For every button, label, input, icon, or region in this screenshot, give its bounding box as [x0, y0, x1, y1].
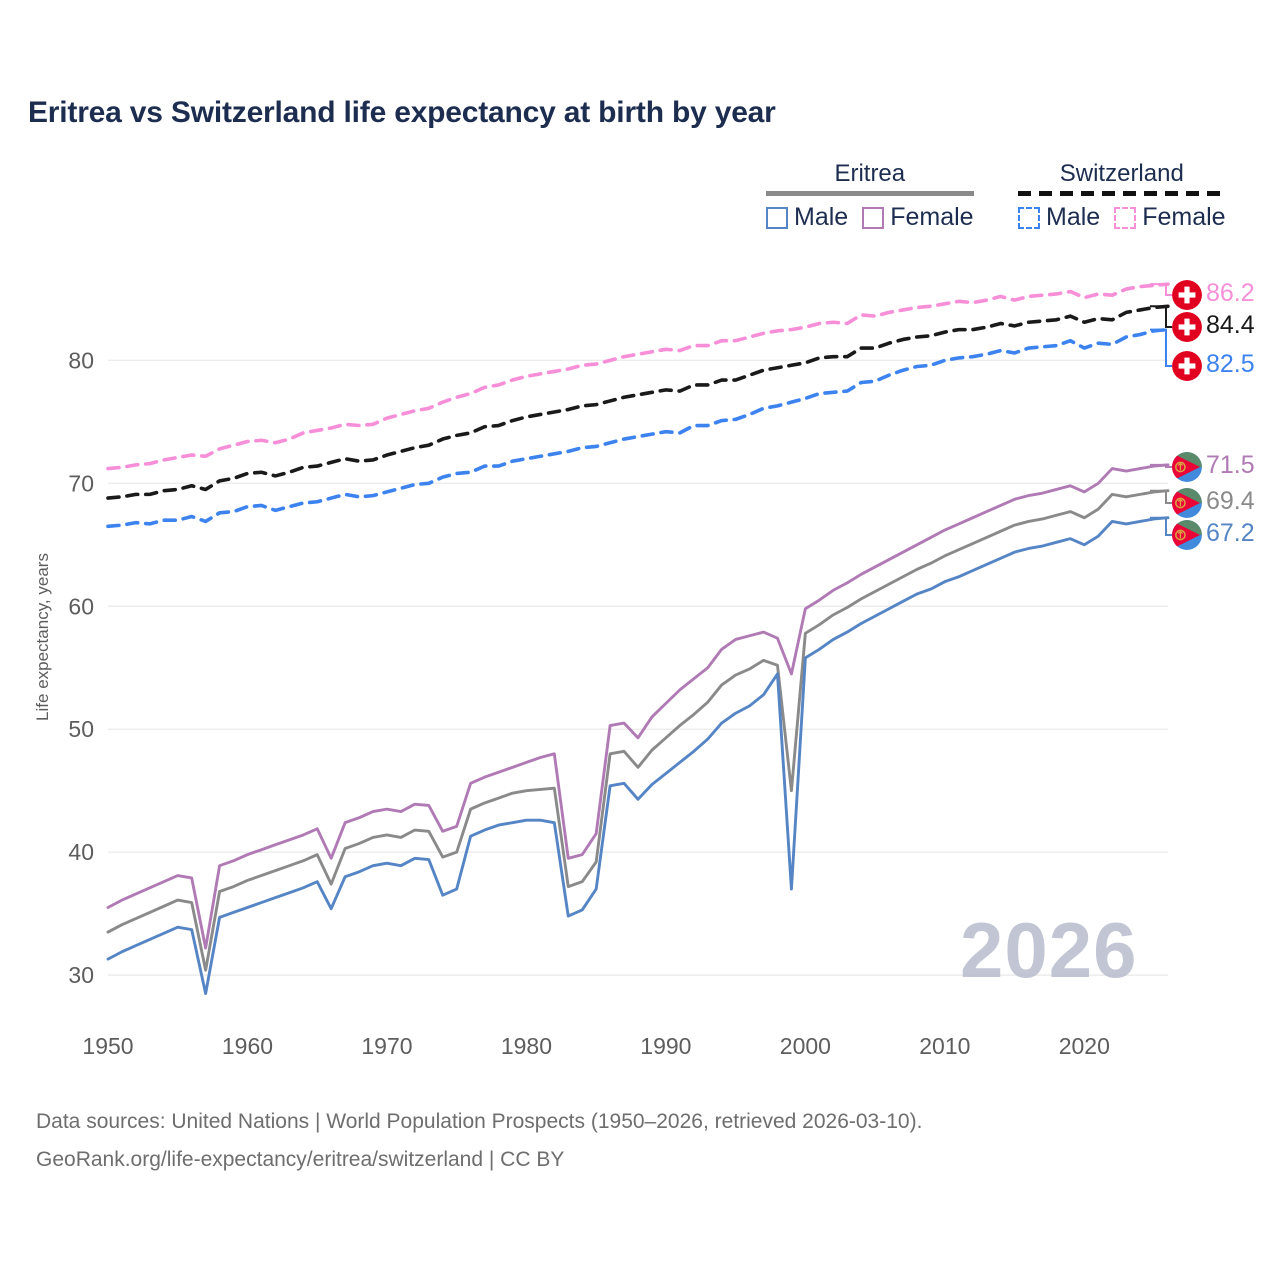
chart-legend: Eritrea Male Female Switzerland Male	[760, 160, 1250, 242]
legend-country-label: Eritrea	[834, 160, 906, 187]
legend-swatch-icon	[1018, 206, 1040, 229]
legend-swatch-icon	[862, 206, 885, 229]
legend-rule-dashed	[1018, 191, 1226, 196]
x-tick-label: 2010	[919, 1033, 970, 1059]
series-line	[106, 516, 1170, 996]
y-tick-label: 70	[68, 470, 94, 496]
x-tick-label: 2020	[1059, 1033, 1110, 1059]
legend-item-label: Male	[1046, 203, 1101, 231]
x-tick-label: 2000	[780, 1033, 831, 1059]
switzerland-flag-icon	[1172, 351, 1202, 381]
y-tick-label: 40	[68, 839, 94, 865]
leader-line	[1150, 328, 1172, 367]
y-tick-label: 30	[68, 962, 94, 988]
leader-lines	[1150, 283, 1172, 536]
y-axis-ticks: 30 40 50 60 70 80	[68, 347, 94, 988]
y-axis-title: Life expectancy, years	[33, 553, 52, 721]
series-line	[106, 282, 1170, 471]
leader-line	[1150, 516, 1172, 536]
switzerland-flag-icon	[1172, 312, 1202, 342]
eritrea-flag-icon	[1172, 520, 1202, 550]
series-end-value: 82.5	[1206, 350, 1255, 378]
series-end-value: 71.5	[1206, 451, 1255, 479]
series-line	[106, 489, 1170, 972]
x-axis-ticks: 1950 1960 1970 1980 1990 2000 2010 2020	[82, 1033, 1109, 1059]
x-tick-label: 1950	[82, 1033, 133, 1059]
x-tick-label: 1980	[501, 1033, 552, 1059]
y-tick-label: 60	[68, 593, 94, 619]
legend-rule-solid	[766, 191, 974, 196]
legend-item-eritrea-female[interactable]: Female	[862, 203, 974, 232]
legend-item-label: Male	[794, 203, 849, 231]
series-lines	[106, 282, 1170, 996]
series-end-value: 84.4	[1206, 311, 1255, 339]
leader-line	[1150, 489, 1172, 504]
gridlines	[108, 359, 1168, 976]
series-line	[106, 304, 1170, 500]
series-line	[106, 327, 1170, 529]
x-tick-label: 1990	[640, 1033, 691, 1059]
y-tick-label: 80	[68, 347, 94, 373]
legend-item-label: Female	[890, 203, 974, 231]
series-line	[106, 463, 1170, 950]
x-tick-label: 1970	[361, 1033, 412, 1059]
leader-line	[1150, 305, 1172, 328]
switzerland-flag-icon	[1172, 280, 1202, 310]
legend-item-label: Female	[1142, 203, 1226, 231]
legend-item-switzerland-female[interactable]: Female	[1114, 203, 1226, 232]
legend-item-switzerland-male[interactable]: Male	[1018, 203, 1100, 232]
eritrea-flag-icon	[1172, 452, 1202, 482]
footer-line-2: GeoRank.org/life-expectancy/eritrea/swit…	[36, 1148, 565, 1171]
eritrea-flag-icon	[1172, 488, 1202, 518]
leader-line	[1150, 283, 1172, 296]
legend-group-switzerland: Switzerland Male Female	[1018, 160, 1226, 232]
series-end-value: 67.2	[1206, 519, 1255, 547]
page-title: Eritrea vs Switzerland life expectancy a…	[28, 96, 776, 129]
legend-country-label: Switzerland	[1059, 160, 1184, 187]
series-end-value: 86.2	[1206, 279, 1255, 307]
year-watermark: 2026	[960, 906, 1138, 994]
y-tick-label: 50	[68, 716, 94, 742]
leader-line	[1150, 463, 1172, 468]
legend-swatch-icon	[766, 206, 788, 229]
legend-group-eritrea: Eritrea Male Female	[766, 160, 974, 232]
series-end-value: 69.4	[1206, 487, 1255, 515]
footer-line-1: Data sources: United Nations | World Pop…	[36, 1110, 923, 1133]
x-tick-label: 1960	[222, 1033, 273, 1059]
legend-swatch-icon	[1114, 206, 1137, 229]
legend-item-eritrea-male[interactable]: Male	[766, 203, 848, 232]
